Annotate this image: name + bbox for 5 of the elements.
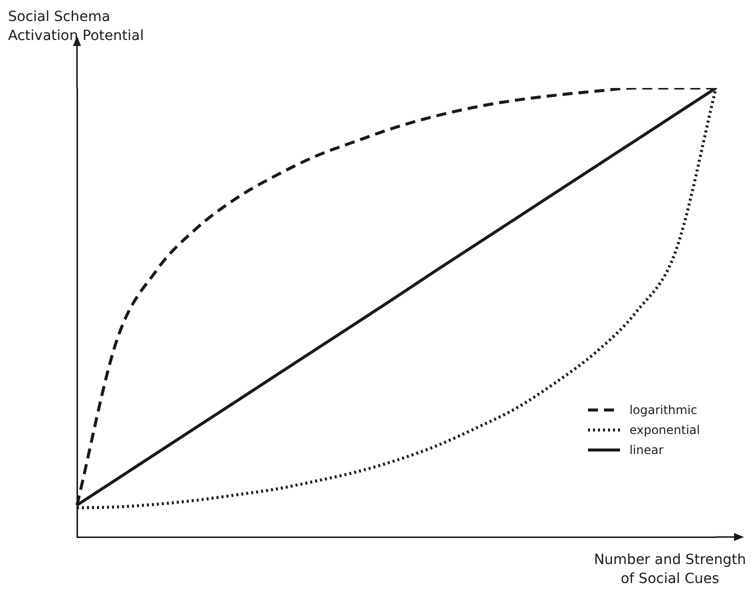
legend-label: exponential [629,423,700,437]
legend-label: logarithmic [629,403,698,417]
y-axis-title: Social Schema Activation Potential [8,8,144,46]
x-axis-title: Number and Strength of Social Cues [594,551,746,589]
legend-label: linear [629,443,664,457]
